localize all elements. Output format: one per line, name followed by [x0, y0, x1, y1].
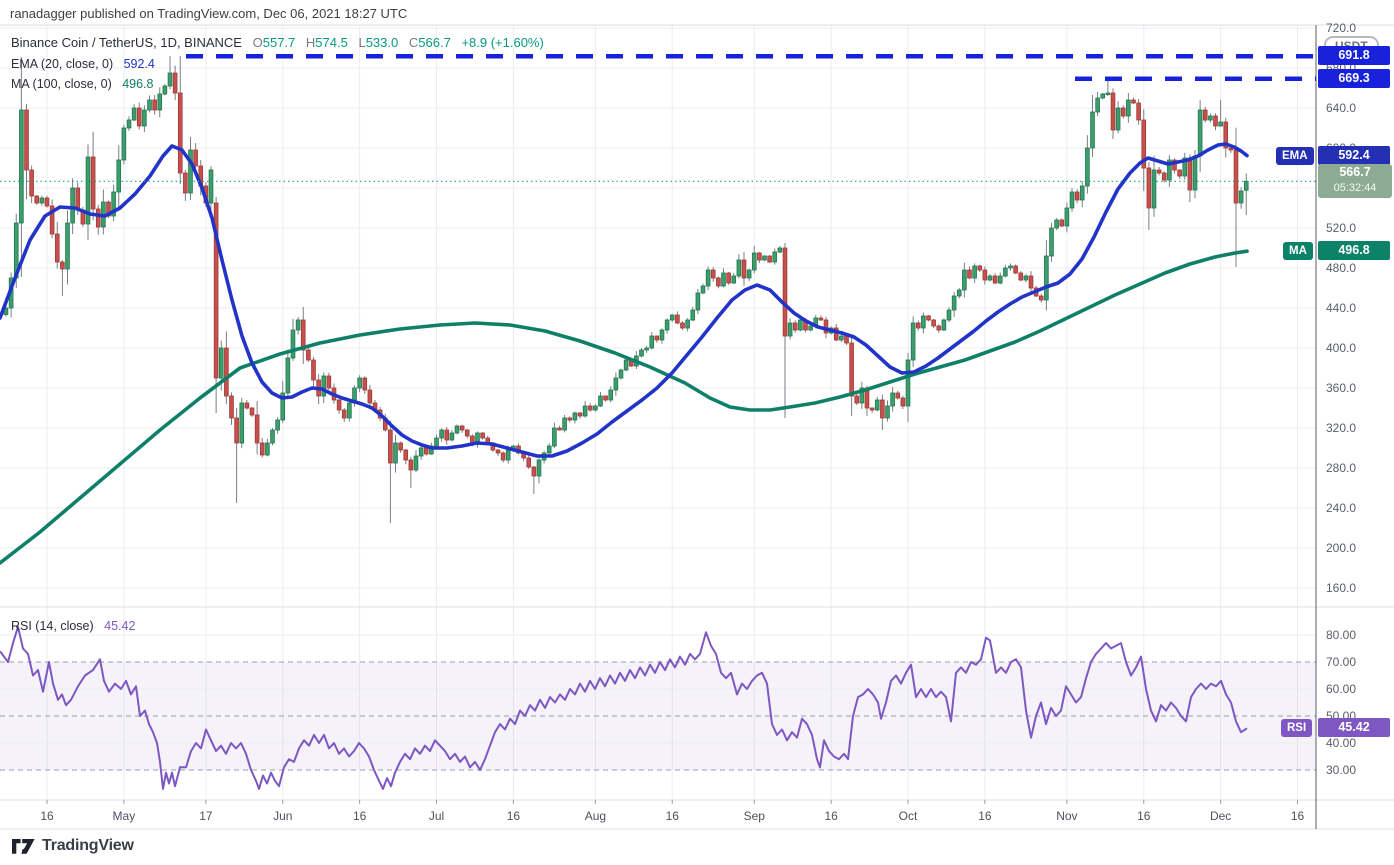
rsi-axis-tick: 70.00 [1326, 655, 1357, 669]
ema-legend-value: 592.4 [123, 57, 155, 71]
time-axis-label: 16 [1137, 809, 1151, 823]
price-axis-tick: 400.0 [1326, 341, 1357, 355]
time-axis-label: 16 [824, 809, 838, 823]
time-axis-label: 17 [199, 809, 213, 823]
resistance-level-badge-1[interactable]: 691.8 [1318, 46, 1390, 66]
time-axis-label: Nov [1056, 809, 1078, 823]
ma-legend-label: MA (100, close, 0) [11, 77, 112, 91]
tradingview-brand-text: TradingView [42, 837, 134, 854]
tradingview-logo-icon [12, 838, 35, 854]
ma-value-badge: 496.8 [1318, 241, 1390, 261]
price-axis-tick: 720.0 [1326, 21, 1357, 35]
ema-legend-label: EMA (20, close, 0) [11, 57, 114, 71]
time-axis-label: 16 [40, 809, 54, 823]
ma-tag: MA [1283, 242, 1313, 261]
ohlc-open-key: O [252, 35, 263, 50]
rsi-legend-value: 45.42 [104, 619, 136, 633]
time-axis-label: 16 [978, 809, 992, 823]
time-axis-label: 16 [665, 809, 679, 823]
price-axis-tick: 160.0 [1326, 581, 1357, 595]
time-axis-label: Jul [428, 809, 445, 823]
price-axis-tick: 240.0 [1326, 501, 1357, 515]
rsi-axis-tick: 60.00 [1326, 682, 1357, 696]
rsi-legend-label: RSI (14, close) [11, 619, 94, 633]
ema-tag: EMA [1276, 146, 1314, 165]
ema-value-badge: 592.4 [1318, 145, 1390, 165]
price-axis-tick: 480.0 [1326, 261, 1357, 275]
time-axis-label: 16 [352, 809, 367, 823]
price-axis-tick: 440.0 [1326, 301, 1357, 315]
ohlc-high-key: H [305, 35, 316, 50]
rsi-legend[interactable]: RSI (14, close) 45.42 [11, 617, 135, 635]
time-axis-label: 16 [506, 809, 521, 823]
ohlc-low-key: L [358, 35, 366, 50]
last-price-value: 566.7 [1339, 165, 1371, 180]
last-price-badge[interactable]: 566.7 05:32:44 [1318, 164, 1392, 199]
change-value: +8.9 (+1.60%) [461, 35, 544, 50]
ema-legend[interactable]: EMA (20, close, 0) 592.4 [11, 55, 155, 73]
price-axis-tick: 200.0 [1326, 541, 1357, 555]
price-axis-tick: 640.0 [1326, 101, 1357, 115]
ma-legend[interactable]: MA (100, close, 0) 496.8 [11, 75, 153, 93]
price-axis-tick: 520.0 [1326, 221, 1357, 235]
time-axis-label: Dec [1209, 809, 1232, 823]
rsi-axis-tick: 40.00 [1326, 736, 1357, 750]
price-axis-tick: 360.0 [1326, 381, 1357, 395]
time-axis-label: Jun [273, 809, 293, 823]
tradingview-brand[interactable]: TradingView [12, 837, 134, 855]
ohlc-close-value: 566.7 [418, 35, 451, 50]
ma-legend-value: 496.8 [122, 77, 154, 91]
rsi-value-badge: 45.42 [1318, 718, 1390, 738]
rsi-axis-tick: 30.00 [1326, 763, 1357, 777]
ohlc-open-value: 557.7 [262, 35, 296, 50]
ohlc-high-value: 574.5 [315, 35, 348, 50]
price-axis-tick: 320.0 [1326, 421, 1357, 435]
time-axis-label: Sep [743, 809, 765, 823]
ohlc-low-value: 533.0 [365, 35, 399, 50]
price-axis-tick: 280.0 [1326, 461, 1357, 475]
time-axis-label: Oct [898, 809, 918, 823]
time-axis-label: May [112, 809, 136, 823]
symbol-legend[interactable]: Binance Coin / TetherUS, 1D, BINANCE O55… [11, 35, 544, 50]
rsi-axis-tick: 80.00 [1326, 628, 1357, 642]
published-line: ranadagger published on TradingView.com,… [10, 6, 408, 21]
time-axis-label: 16 [1290, 809, 1305, 823]
rsi-tag: RSI [1281, 719, 1313, 738]
symbol-title: Binance Coin / TetherUS, 1D, BINANCE [11, 35, 242, 50]
time-axis-label: Aug [584, 809, 607, 823]
ohlc-close-key: C [408, 35, 419, 50]
resistance-level-badge-2[interactable]: 669.3 [1318, 68, 1390, 88]
bar-countdown: 05:32:44 [1333, 182, 1377, 195]
